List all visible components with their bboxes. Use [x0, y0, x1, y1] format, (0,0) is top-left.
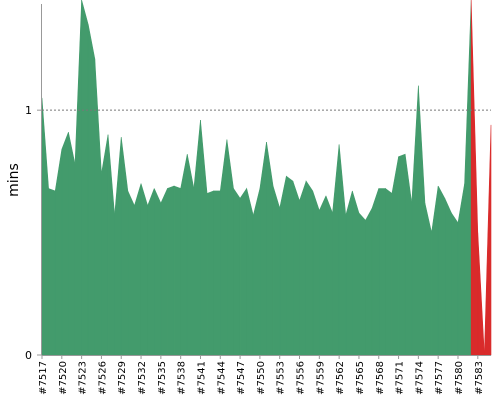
area-segment [444, 198, 452, 356]
area-segment [418, 85, 426, 356]
area-segment [48, 188, 56, 356]
area-segment [391, 156, 399, 356]
area-segment [299, 181, 307, 356]
y-tick-label: 0 [25, 349, 32, 362]
area-segment [272, 185, 281, 356]
area-segment [153, 188, 162, 356]
area-segment [87, 24, 96, 356]
area-segment [94, 58, 102, 356]
area-segment [54, 149, 63, 356]
x-tick-label: #7538 [177, 361, 188, 395]
x-tick-label: #7523 [78, 361, 89, 395]
area-segment [81, 0, 89, 356]
area-segment [266, 141, 274, 356]
axes: 0 1 #7517 #7520 #7523 #7526 #7529 #7532 #7535 #75… [25, 4, 491, 395]
area-segment [206, 190, 214, 356]
area-segment-failure [477, 232, 485, 356]
area-segment [431, 186, 439, 356]
area-segment [312, 190, 320, 356]
area-segment [120, 137, 129, 356]
area-segment [371, 188, 380, 356]
area-segment [127, 190, 135, 356]
area-segment [325, 195, 333, 356]
area-segment [378, 188, 386, 356]
area-segment [186, 154, 195, 356]
area-segment [286, 175, 294, 356]
area-segment [451, 212, 459, 356]
x-tick-label: #7556 [296, 361, 307, 395]
x-tick-label: #7547 [236, 361, 247, 395]
area-segment [233, 187, 241, 356]
area-segment [239, 187, 247, 356]
area-segment [365, 207, 373, 356]
area-segment [464, 0, 472, 356]
area-segment [404, 154, 413, 356]
area-segment [226, 139, 234, 356]
x-tick-label: #7577 [434, 361, 445, 395]
area-segment [61, 132, 69, 356]
area-segment [345, 190, 353, 356]
x-tick-label: #7535 [157, 361, 168, 395]
x-tick-label: #7532 [137, 361, 148, 395]
area-segment [332, 144, 340, 356]
area-segment [219, 139, 228, 356]
x-tick-label: #7562 [335, 361, 346, 395]
x-tick-label: #7565 [355, 361, 366, 395]
area-segment [305, 180, 314, 356]
x-tick-label: #7550 [256, 361, 267, 395]
area-segment [114, 137, 122, 356]
area-segment [140, 183, 148, 356]
plot-area [41, 0, 492, 356]
area-segment [213, 190, 221, 356]
x-tick-label: #7568 [375, 361, 386, 395]
area-segment [259, 141, 267, 356]
x-tick-label: #7553 [276, 361, 287, 395]
area-segment [457, 183, 465, 356]
area-segment [358, 212, 366, 356]
area-segment [107, 134, 115, 356]
x-tick-label: #7583 [474, 361, 485, 395]
x-tick-label: #7520 [58, 361, 69, 395]
x-tick-label: #7559 [315, 361, 326, 395]
area-segment [352, 190, 360, 356]
y-axis-label: mins [6, 163, 22, 197]
area-segment [424, 203, 432, 356]
area-segment [200, 119, 208, 356]
x-tick-label: #7571 [395, 361, 406, 395]
area-segment [167, 185, 175, 356]
area-segment [411, 85, 419, 356]
area-segment [68, 132, 76, 356]
x-tick-label: #7580 [454, 361, 465, 395]
x-tick-label: #7544 [216, 361, 227, 395]
area-segment [319, 195, 327, 356]
area-segment [74, 0, 82, 356]
area-segment [173, 185, 181, 356]
area-segment [279, 176, 287, 356]
x-tick-label: #7541 [196, 361, 207, 395]
y-tick-label: 1 [25, 104, 32, 117]
area-segment [101, 134, 109, 356]
x-tick-label: #7529 [117, 361, 128, 395]
area-segment [246, 188, 254, 356]
x-tick-label: #7574 [414, 361, 425, 395]
area-segment [134, 183, 142, 356]
area-segment [193, 119, 201, 356]
area-segment [338, 144, 347, 356]
area-segment [292, 181, 300, 356]
area-segment [41, 97, 49, 356]
x-tick-label: #7526 [97, 361, 108, 395]
area-segment-failure [484, 124, 492, 356]
area-segment [437, 185, 446, 356]
area-segment [160, 188, 168, 356]
area-segment [252, 188, 261, 356]
x-tick-label: #7517 [38, 361, 49, 395]
area-segment [385, 187, 393, 356]
area-segment [180, 154, 188, 356]
area-segment [398, 153, 406, 356]
area-segment [147, 188, 155, 356]
area-segment-failure [470, 0, 479, 356]
